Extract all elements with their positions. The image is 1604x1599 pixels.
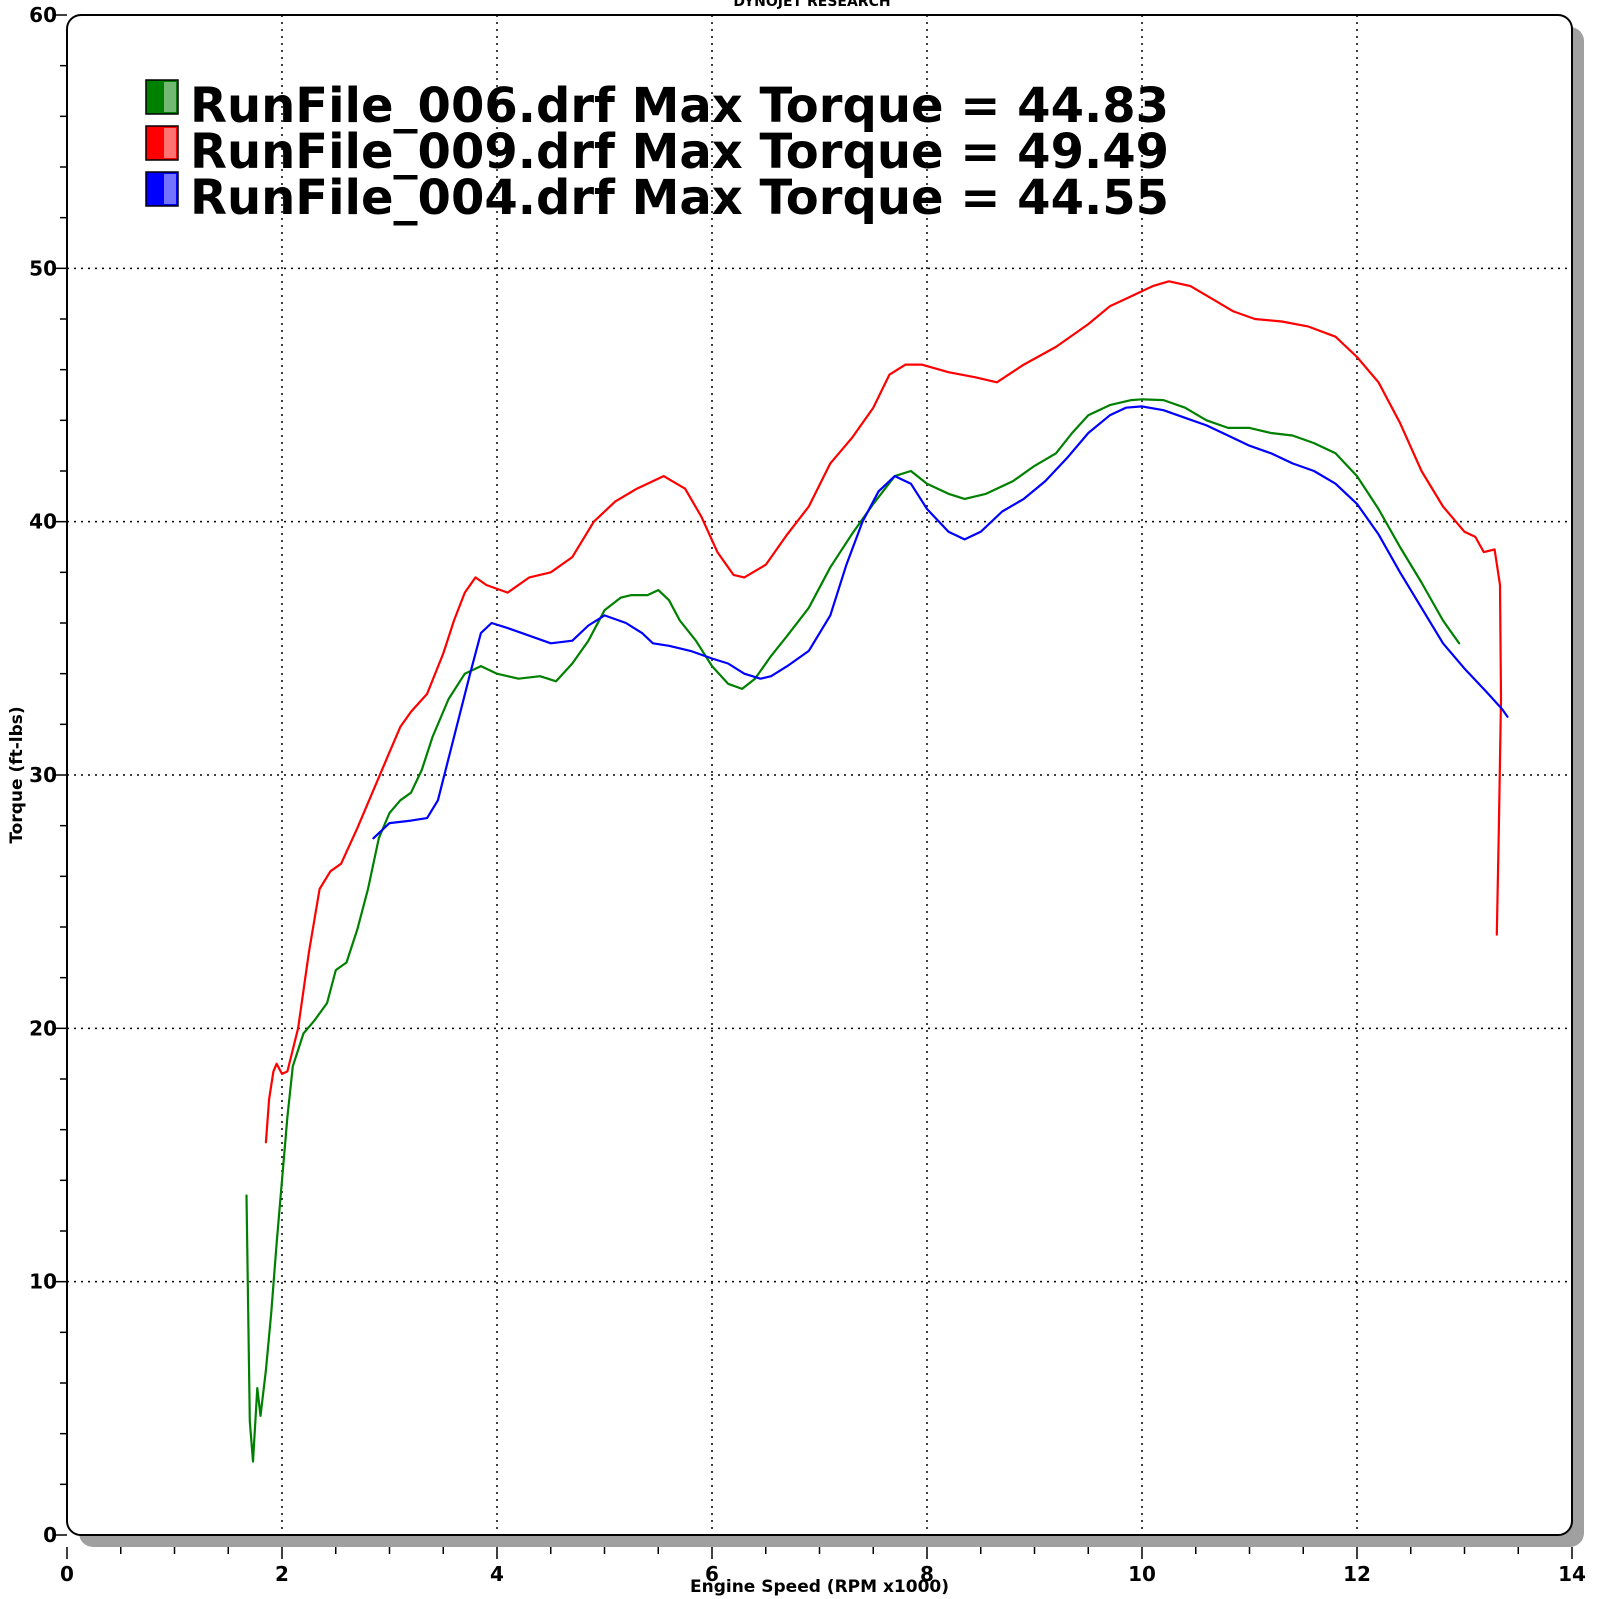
x-tick-label: 2 — [275, 1562, 289, 1586]
legend: RunFile_006.drf Max Torque = 44.83RunFil… — [145, 78, 1169, 226]
y-tick-label: 60 — [29, 3, 57, 27]
x-tick-label: 14 — [1558, 1562, 1586, 1586]
legend-swatch — [145, 171, 179, 207]
y-tick-label: 30 — [29, 763, 57, 787]
x-tick-label: 8 — [920, 1562, 934, 1586]
legend-entry-2: RunFile_009.drf Max Torque = 49.49 — [145, 124, 1169, 180]
y-tick-label: 20 — [29, 1016, 57, 1040]
x-axis-label: Engine Speed (RPM x1000) — [690, 1577, 949, 1597]
chart-background — [66, 14, 1584, 1547]
data-series — [245, 280, 1509, 1463]
series-line-1 — [245, 398, 1461, 1463]
series-line-2 — [264, 280, 1503, 1144]
legend-swatch — [145, 125, 179, 161]
y-tick-label: 0 — [43, 1523, 57, 1547]
legend-swatch-highlight — [164, 82, 176, 112]
legend-entry-1: RunFile_006.drf Max Torque = 44.83 — [145, 78, 1169, 134]
y-axis-label: Torque (ft-lbs) — [7, 706, 27, 843]
legend-label: RunFile_006.drf Max Torque = 44.83 — [190, 78, 1169, 134]
legend-swatch-highlight — [164, 128, 176, 158]
x-tick-label: 4 — [490, 1562, 504, 1586]
y-tick-label: 10 — [29, 1270, 57, 1294]
chart-header: DYNOJET RESEARCH — [733, 0, 890, 10]
y-tick-label: 40 — [29, 510, 57, 534]
legend-swatch-highlight — [164, 174, 176, 204]
x-tick-label: 12 — [1343, 1562, 1371, 1586]
x-tick-label: 10 — [1128, 1562, 1156, 1586]
x-tick-label: 6 — [705, 1562, 719, 1586]
legend-label: RunFile_009.drf Max Torque = 49.49 — [190, 124, 1169, 180]
axis-labels: Engine Speed (RPM x1000) Torque (ft-lbs) — [7, 706, 949, 1597]
legend-swatch — [145, 79, 179, 115]
grid-lines — [67, 15, 1572, 1535]
legend-entry-3: RunFile_004.drf Max Torque = 44.55 — [145, 170, 1169, 226]
y-tick-label: 50 — [29, 256, 57, 280]
axis-ticks: 0 2 4 6 8 10 12 14 0 10 20 30 40 50 60 — [29, 3, 1586, 1586]
x-tick-label: 0 — [60, 1562, 74, 1586]
legend-label: RunFile_004.drf Max Torque = 44.55 — [190, 170, 1169, 226]
series-line-3 — [372, 405, 1509, 840]
